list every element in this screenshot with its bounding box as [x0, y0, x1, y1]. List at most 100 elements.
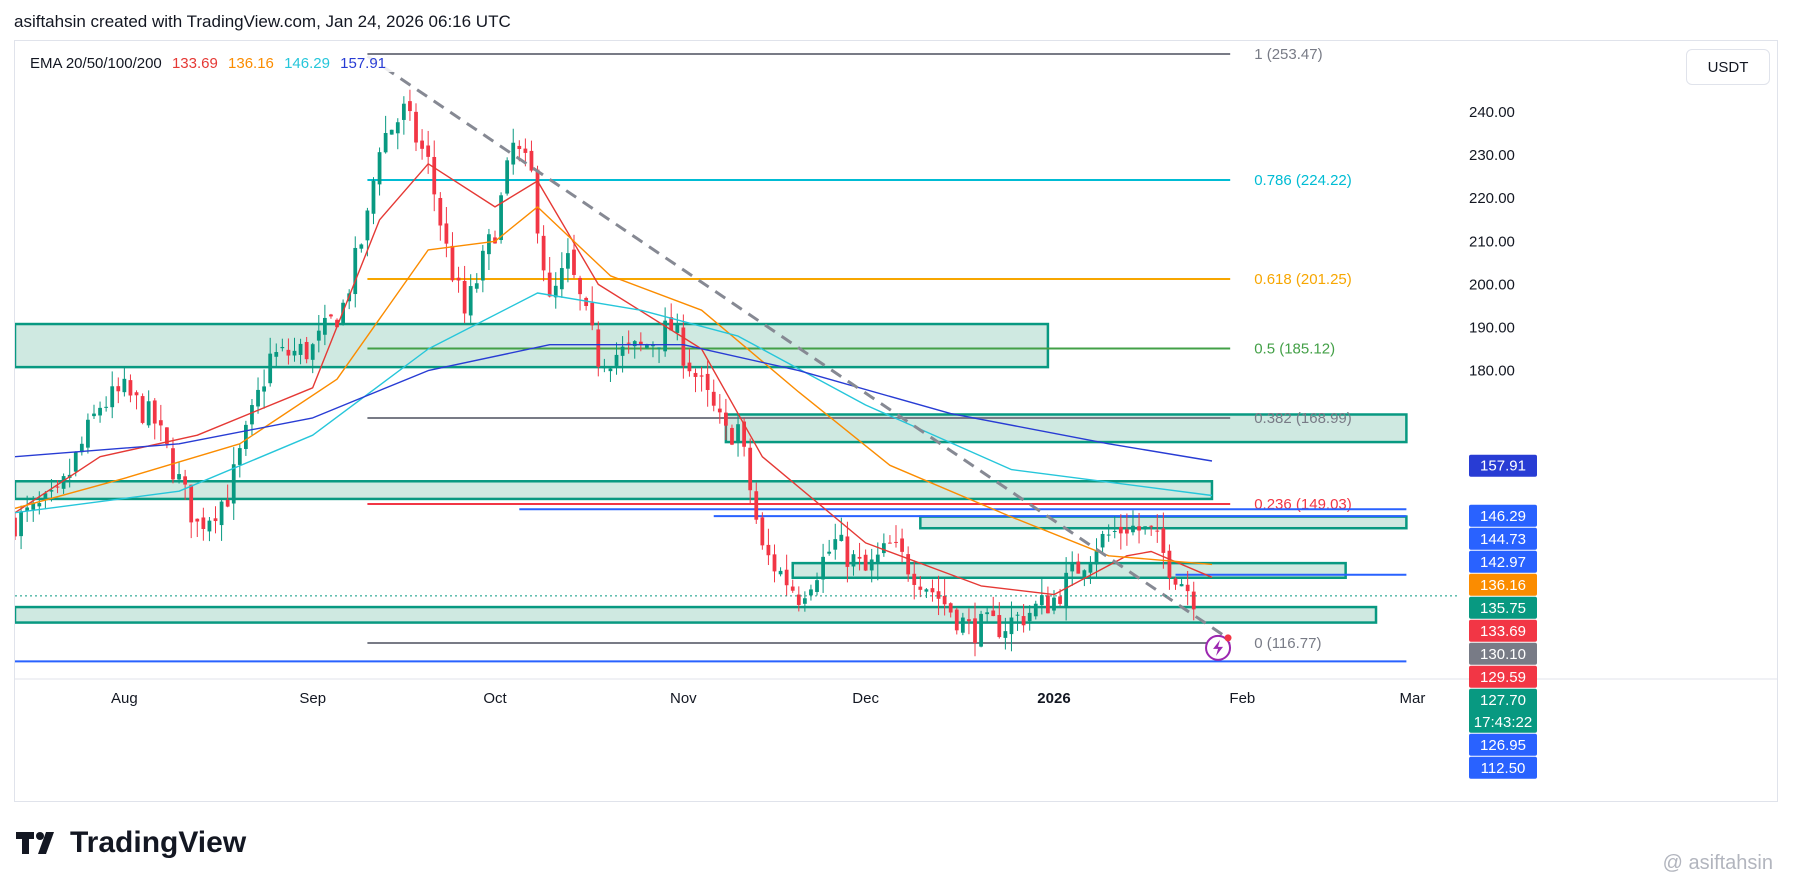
axis-price-label-bg [1469, 619, 1537, 642]
candle-body [49, 490, 54, 492]
axis-price-label-bg [1469, 688, 1537, 733]
candle-bullish [875, 542, 880, 581]
candle-bearish [754, 482, 759, 524]
candle-body [784, 569, 789, 586]
candle-bullish [851, 550, 856, 576]
candle-bullish [833, 523, 838, 560]
candle-bearish [535, 165, 540, 244]
candle-bullish [359, 243, 364, 253]
candle-bearish [286, 338, 291, 365]
candle-bullish [614, 342, 619, 375]
candle-body [821, 556, 825, 580]
candle-bearish [948, 602, 953, 618]
candle-bearish [1021, 604, 1026, 633]
candle-body [657, 347, 661, 349]
candle-bullish [262, 369, 266, 409]
ema-legend[interactable]: EMA 20/50/100/200 133.69 136.16 146.29 1… [28, 55, 395, 72]
chart-attribution: asiftahsin created with TradingView.com,… [14, 12, 511, 31]
ema-line [15, 163, 1213, 596]
candle-body [894, 541, 898, 543]
candle-body [1076, 561, 1081, 574]
candle-body [517, 145, 522, 150]
candle-body [262, 386, 266, 392]
candle-bearish [717, 394, 722, 424]
candle-bullish [310, 342, 315, 374]
candle-body [566, 253, 570, 269]
axis-price-label-bg [1469, 756, 1537, 779]
tradingview-logo-icon [16, 832, 54, 854]
candle-body [389, 129, 394, 135]
candle-bullish [280, 338, 285, 352]
candle-body [1039, 595, 1044, 606]
candle-bearish [189, 484, 194, 539]
candle-body [474, 283, 479, 289]
candle-bullish [292, 337, 297, 362]
candle-body [371, 180, 376, 214]
candle-bullish [1015, 611, 1020, 631]
axis-price-label-text: 127.70 [1480, 692, 1526, 709]
candle-body [1015, 614, 1020, 616]
candle-bullish [207, 517, 212, 542]
candle-body [669, 317, 674, 331]
time-tick-label: Mar [1400, 690, 1426, 707]
price-tick-label: 210.00 [1469, 233, 1515, 250]
axis-price-label: 142.97 [1469, 550, 1537, 573]
candle-bearish [420, 129, 424, 160]
candle-body [1094, 550, 1099, 565]
support-resistance-zone [15, 322, 1050, 369]
candle-bearish [991, 596, 996, 617]
time-tick-label: Aug [111, 690, 138, 707]
candle-body [55, 486, 60, 488]
candle-body [772, 554, 777, 572]
candle-body [1021, 616, 1026, 626]
fib-level-label: 0.382 (168.99) [1254, 410, 1352, 427]
candle-body [948, 603, 953, 613]
candle-body [158, 420, 163, 426]
time-tick-label: Oct [483, 690, 507, 707]
candle-body [37, 503, 42, 507]
axis-price-label: 127.70 17:43:22 [1469, 688, 1537, 733]
time-tick-label: 2026 [1037, 690, 1070, 707]
price-chart[interactable]: 1 (253.47) 0.786 (224.22) 0.618 (201.25) 0.… [15, 41, 1777, 801]
candle-body [219, 501, 224, 526]
axis-price-label-text: 126.95 [1480, 737, 1526, 754]
candle-body [796, 594, 801, 605]
candle-body [766, 544, 771, 556]
author-watermark: @ asiftahsin [1662, 852, 1773, 874]
currency-selector[interactable]: USDT [1686, 49, 1770, 85]
axis-price-label: 126.95 [1469, 733, 1537, 756]
brand-logo[interactable]: TradingView [16, 826, 246, 860]
candle-body [359, 244, 364, 249]
candle-bearish [1149, 525, 1154, 536]
candle-bearish [462, 265, 467, 324]
fib-level-label: 0 (116.77) [1254, 635, 1321, 652]
axis-price-label: 129.59 [1469, 665, 1537, 688]
candle-bearish [730, 424, 734, 446]
candle-bullish [401, 96, 406, 135]
candle-bullish [274, 343, 279, 367]
candle-body [1118, 526, 1123, 534]
candle-body [827, 551, 832, 554]
candle-body [152, 400, 157, 424]
candle-bearish [128, 374, 133, 403]
candle-bearish [1185, 570, 1190, 606]
candle-body [401, 103, 406, 120]
support-resistance-zone [15, 480, 1214, 501]
candle-bullish [1179, 577, 1184, 587]
candle-bullish [985, 607, 990, 624]
candle-body [244, 424, 248, 449]
candle-body [128, 380, 133, 396]
axis-price-label-text: 157.91 [1480, 458, 1526, 475]
candle-body [122, 378, 127, 393]
candle-bullish [1100, 530, 1105, 553]
countdown-timer-text: 17:43:22 [1474, 714, 1532, 731]
candle-bearish [863, 549, 868, 572]
candle-bearish [183, 469, 188, 500]
brand-name: TradingView [70, 826, 247, 859]
candle-body [1106, 534, 1111, 536]
candle-body [1070, 563, 1075, 572]
descending-trendline [366, 54, 1232, 642]
candle-bullish [663, 307, 668, 357]
candle-bearish [638, 332, 643, 352]
axis-price-label-text: 136.16 [1480, 577, 1526, 594]
